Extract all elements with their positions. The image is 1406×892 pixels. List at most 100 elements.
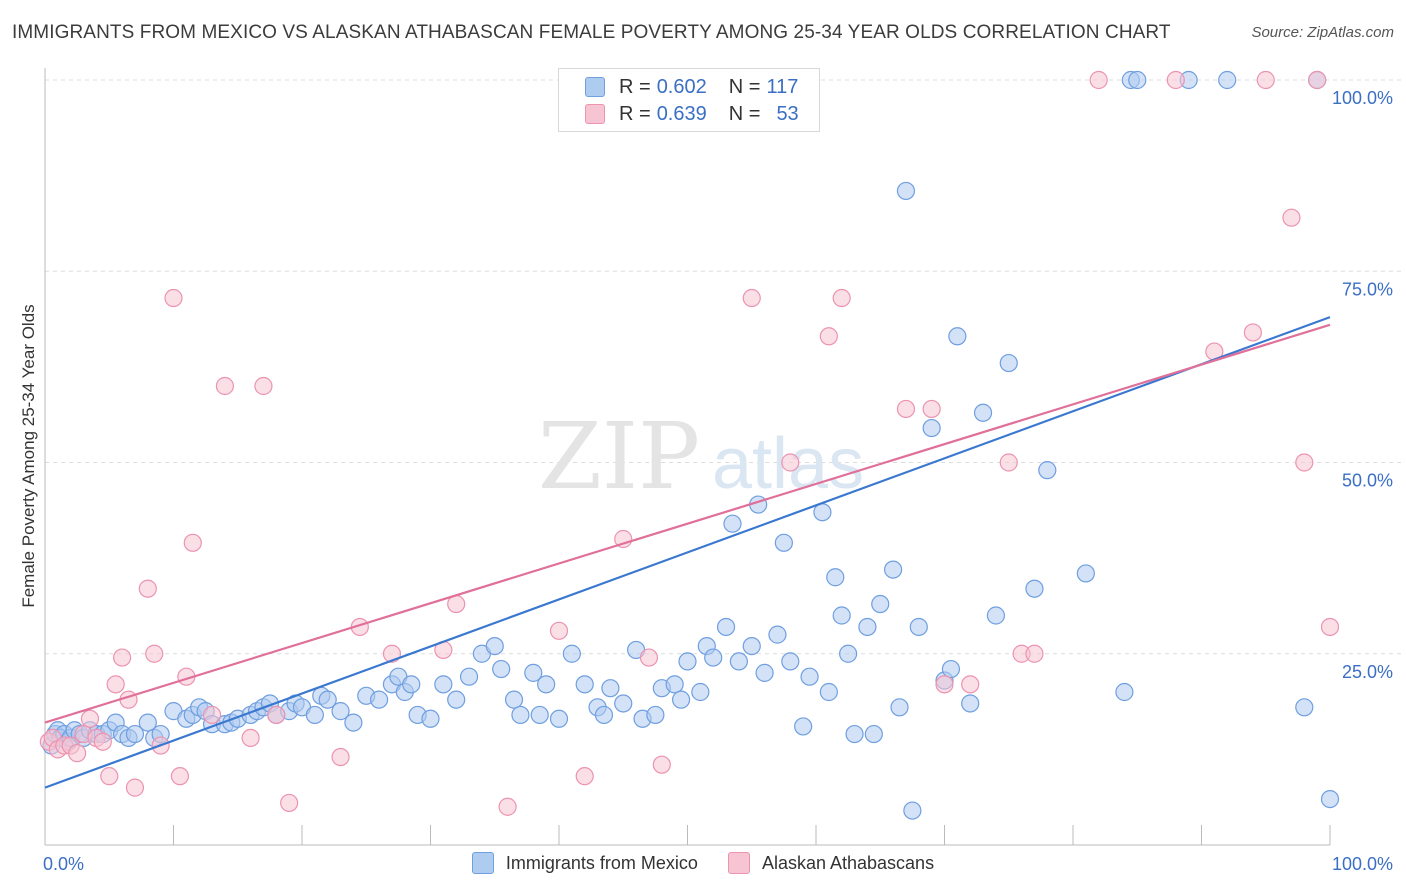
point-immigrants-from-mexico (459, 667, 479, 686)
point-alaskan-athabascans (241, 728, 260, 748)
point-alaskan-athabascans (170, 767, 190, 786)
legend-item-alaskan-athabascans: Alaskan Athabascans (727, 852, 934, 874)
y-tick-label: 100.0% (1332, 88, 1393, 108)
point-alaskan-athabascans (652, 755, 671, 774)
point-immigrants-from-mexico (125, 724, 145, 744)
point-immigrants-from-mexico (614, 694, 633, 713)
point-alaskan-athabascans (1320, 617, 1340, 637)
point-alaskan-athabascans (125, 778, 145, 797)
y-tick-label: 50.0% (1342, 471, 1393, 491)
point-alaskan-athabascans (183, 533, 202, 552)
point-immigrants-from-mexico (871, 594, 890, 614)
point-immigrants-from-mexico (948, 327, 967, 346)
point-alaskan-athabascans (267, 705, 286, 725)
point-alaskan-athabascans (549, 621, 569, 640)
point-immigrants-from-mexico (305, 705, 324, 725)
point-immigrants-from-mexico (794, 717, 813, 736)
point-immigrants-from-mexico (858, 617, 877, 637)
x-tick-label: 100.0% (1332, 854, 1393, 874)
legend-n-label: N = (728, 75, 761, 98)
trendline-immigrants-from-mexico (44, 316, 1331, 789)
point-alaskan-athabascans (819, 327, 838, 346)
point-alaskan-athabascans (896, 399, 916, 419)
point-immigrants-from-mexico (549, 709, 569, 728)
point-immigrants-from-mexico (511, 705, 530, 725)
point-alaskan-athabascans (498, 797, 517, 816)
point-alaskan-athabascans (138, 579, 157, 598)
point-immigrants-from-mexico (768, 625, 787, 644)
point-alaskan-athabascans (100, 767, 119, 786)
point-alaskan-athabascans (106, 675, 125, 694)
x-tick-label: 0.0% (43, 854, 84, 874)
point-immigrants-from-mexico (402, 675, 421, 694)
point-immigrants-from-mexico (492, 659, 511, 679)
point-alaskan-athabascans (93, 732, 112, 751)
point-immigrants-from-mexico (755, 663, 774, 682)
trendline-alaskan-athabascans (44, 323, 1331, 724)
point-alaskan-athabascans (1243, 323, 1263, 342)
series-legend: Immigrants from Mexico Alaskan Athabasca… (0, 852, 1406, 874)
point-alaskan-athabascans (215, 376, 234, 396)
chart-title: IMMIGRANTS FROM MEXICO VS ALASKAN ATHABA… (12, 22, 1171, 43)
point-immigrants-from-mexico (344, 713, 363, 732)
legend-r-label: R = (619, 102, 651, 125)
point-immigrants-from-mexico (562, 644, 581, 663)
point-alaskan-athabascans (922, 399, 941, 419)
point-immigrants-from-mexico (903, 801, 922, 820)
point-alaskan-athabascans (254, 376, 273, 396)
point-immigrants-from-mexico (691, 682, 710, 702)
point-alaskan-athabascans (145, 644, 164, 663)
point-alaskan-athabascans (202, 705, 222, 725)
point-alaskan-athabascans (781, 453, 800, 472)
legend-n-label: N = (728, 102, 761, 125)
point-alaskan-athabascans (1025, 644, 1044, 663)
point-alaskan-athabascans (575, 767, 594, 786)
point-immigrants-from-mexico (896, 181, 916, 201)
source-credit: Source: ZipAtlas.com (1251, 24, 1394, 41)
point-alaskan-athabascans (935, 675, 954, 694)
point-alaskan-athabascans (1295, 453, 1314, 472)
point-immigrants-from-mexico (421, 709, 440, 728)
point-immigrants-from-mexico (704, 648, 723, 667)
trend-lines (44, 316, 1331, 789)
legend-row-mexico: R = 0.602 N = 117 (585, 74, 798, 100)
y-axis-label: Female Poverty Among 25-34 Year Olds (19, 304, 38, 607)
correlation-legend: R = 0.602 N = 117 R = 0.639 N = 53 (558, 68, 820, 132)
legend-item-immigrants-from-mexico: Immigrants from Mexico (471, 852, 698, 874)
point-immigrants-from-mexico (973, 403, 993, 422)
point-immigrants-from-mexico (671, 690, 691, 709)
y-tick-label: 75.0% (1342, 279, 1393, 299)
point-immigrants-from-mexico (800, 667, 819, 686)
point-alaskan-athabascans (80, 709, 100, 728)
point-immigrants-from-mexico (331, 702, 350, 721)
point-immigrants-from-mexico (678, 652, 697, 671)
point-immigrants-from-mexico (999, 353, 1018, 373)
point-immigrants-from-mexico (883, 560, 903, 579)
point-immigrants-from-mexico (1025, 579, 1044, 598)
point-immigrants-from-mexico (575, 675, 594, 694)
point-immigrants-from-mexico (723, 514, 742, 533)
point-alaskan-athabascans (1282, 208, 1301, 227)
point-immigrants-from-mexico (530, 705, 549, 725)
point-alaskan-athabascans (742, 288, 761, 308)
tick-labels: 25.0% 50.0% 75.0% 100.0% 0.0% 100.0% (43, 88, 1393, 874)
point-immigrants-from-mexico (832, 606, 851, 625)
point-immigrants-from-mexico (742, 636, 761, 656)
point-alaskan-athabascans (639, 648, 659, 667)
point-immigrants-from-mexico (826, 568, 845, 587)
legend-row-athabascan: R = 0.639 N = 53 (585, 101, 799, 127)
point-immigrants-from-mexico (1218, 70, 1237, 90)
point-immigrants-from-mexico (1128, 70, 1147, 90)
point-alaskan-athabascans (280, 793, 299, 813)
watermark-zip: ZIP (538, 403, 700, 510)
point-immigrants-from-mexico (594, 705, 614, 725)
point-immigrants-from-mexico (504, 690, 524, 709)
point-immigrants-from-mexico (986, 606, 1006, 625)
legend-swatch-blue (585, 77, 605, 97)
point-alaskan-athabascans (961, 675, 980, 694)
legend-swatch-pink (727, 852, 750, 874)
point-alaskan-athabascans (112, 648, 132, 667)
point-immigrants-from-mexico (961, 694, 980, 713)
point-immigrants-from-mexico (729, 652, 749, 671)
